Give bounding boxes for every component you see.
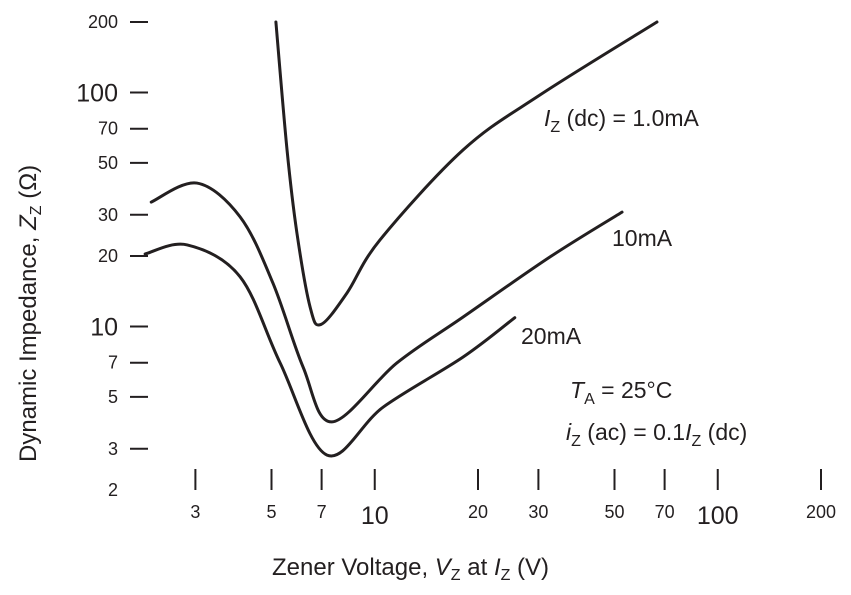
x-tick-label: 70: [655, 502, 675, 522]
y-tick-label: 30: [98, 205, 118, 225]
y-tick-label: 50: [98, 153, 118, 173]
x-tick-label: 5: [266, 502, 276, 522]
y-tick-label: 5: [108, 387, 118, 407]
series-label-1mA: IZ (dc) = 1.0mA: [544, 105, 700, 136]
series-label-20mA: 20mA: [521, 323, 582, 349]
x-tick-label: 50: [604, 502, 624, 522]
y-tick-label: 70: [98, 119, 118, 139]
x-tick-label: 20: [468, 502, 488, 522]
y-tick-label: 2: [108, 480, 118, 500]
series-label-10mA: 10mA: [612, 225, 673, 251]
y-tick-label: 3: [108, 439, 118, 459]
condition-ac-current: iZ (ac) = 0.1IZ (dc): [566, 419, 747, 450]
curves: [143, 20, 659, 458]
x-tick-label: 3: [190, 502, 200, 522]
y-tick-label: 100: [76, 79, 118, 107]
series-line-20mA: [143, 242, 517, 458]
series-line-1-0mA: [274, 20, 659, 327]
x-tick-label: 200: [806, 502, 836, 522]
series-line-10mA: [149, 181, 624, 424]
x-tick-label: 10: [361, 502, 389, 530]
y-axis-label: Dynamic Impedance, ZZ (Ω): [15, 165, 45, 462]
y-tick-label: 200: [88, 12, 118, 32]
x-tick-label: 30: [528, 502, 548, 522]
x-tick-label: 7: [317, 502, 327, 522]
x-axis-label: Zener Voltage, VZ at IZ (V): [272, 554, 549, 584]
axis-ticks: 2 3 5 7 10 20 30 50 70 100 200 3 5 7 10 20 30 50 70 100 200: [76, 12, 836, 530]
y-tick-label: 20: [98, 246, 118, 266]
condition-temperature: TA = 25°C: [570, 377, 672, 408]
y-tick-label: 10: [90, 313, 118, 341]
y-tick-label: 7: [108, 353, 118, 373]
x-tick-label: 100: [697, 502, 739, 530]
